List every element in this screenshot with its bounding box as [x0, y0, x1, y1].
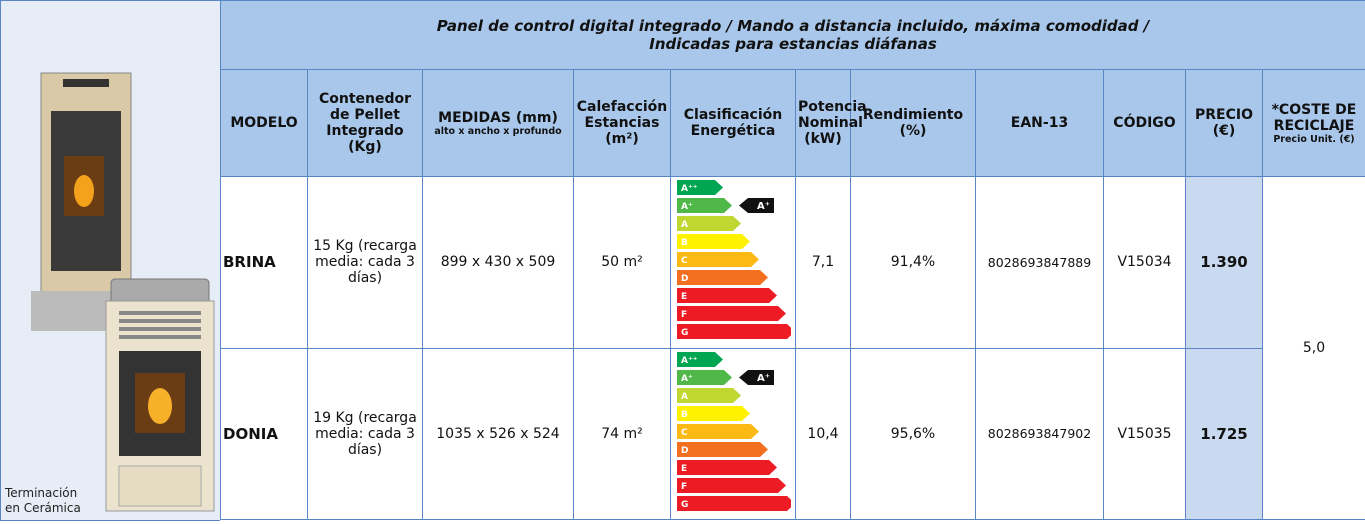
column-header: Clasificación Energética — [671, 70, 796, 177]
column-header: PRECIO (€) — [1186, 70, 1263, 177]
model: BRINA — [221, 177, 308, 348]
column-header: MEDIDAS (mm)alto x ancho x profundo — [423, 70, 574, 177]
column-header: CÓDIGO — [1104, 70, 1186, 177]
power: 10,4 — [796, 348, 851, 519]
energy-bar-label: F — [681, 482, 687, 492]
column-header: MODELO — [221, 70, 308, 177]
table-title: Panel de control digital integrado / Man… — [221, 1, 1365, 70]
column-header: Rendimiento (%) — [851, 70, 976, 177]
header-label: EAN-13 — [1011, 115, 1068, 131]
energy-bar — [677, 496, 791, 511]
energy-bar-label: F — [681, 310, 687, 320]
header-label: Contenedor de Pellet Integrado (Kg) — [319, 91, 411, 155]
energy-bar-label: G — [681, 328, 688, 338]
header-label: MEDIDAS (mm) — [438, 110, 558, 126]
energy-bar-label: A⁺ — [681, 202, 693, 212]
energy-bar-label: C — [681, 256, 688, 266]
ean: 8028693847889 — [976, 177, 1104, 348]
energy-bar — [677, 288, 777, 303]
energy-bar-label: A⁺⁺ — [681, 184, 698, 194]
header-label: Rendimiento (%) — [863, 107, 963, 139]
ean: 8028693847902 — [976, 348, 1104, 519]
heating-area: 74 m² — [574, 348, 671, 519]
efficiency: 95,6% — [851, 348, 976, 519]
energy-class-text: A⁺ — [757, 201, 770, 212]
energy-bar — [677, 406, 750, 421]
energy-bar-label: E — [681, 292, 687, 302]
header-sublabel: Precio Unit. (€) — [1265, 134, 1363, 145]
container: 19 Kg (recarga media: cada 3 días) — [308, 348, 423, 519]
energy-bar-label: B — [681, 238, 688, 248]
container: 15 Kg (recarga media: cada 3 días) — [308, 177, 423, 348]
energy-bar-label: G — [681, 500, 688, 510]
price: 1.725 — [1186, 348, 1263, 519]
energy-bar — [677, 424, 759, 439]
column-header: EAN-13 — [976, 70, 1104, 177]
energy-bar — [677, 460, 777, 475]
product-image-cell: Terminación en Cerámica — [0, 0, 220, 521]
energy-bar-label: A — [681, 392, 688, 402]
energy-bar — [677, 478, 786, 493]
product-table: Panel de control digital integrado / Man… — [220, 0, 1365, 520]
energy-bar-label: D — [681, 274, 688, 284]
image-caption: Terminación en Cerámica — [5, 486, 95, 516]
dimensions: 899 x 430 x 509 — [423, 177, 574, 348]
stove-illustration — [1, 1, 220, 520]
energy-bar-label: D — [681, 446, 688, 456]
title-line: Indicadas para estancias diáfanas — [223, 35, 1363, 53]
energy-bar — [677, 252, 759, 267]
header-row: MODELO Contenedor de Pellet Integrado (Kg… — [221, 70, 1365, 177]
header-label: PRECIO (€) — [1195, 107, 1253, 139]
energy-bar-label: A⁺ — [681, 374, 693, 384]
dimensions: 1035 x 526 x 524 — [423, 348, 574, 519]
energy-bar-label: E — [681, 464, 687, 474]
energy-bar — [677, 442, 768, 457]
column-header: Potencia Nominal (kW) — [796, 70, 851, 177]
page: Terminación en Cerámica Panel de control… — [0, 0, 1365, 520]
energy-bar-label: C — [681, 428, 688, 438]
stove-front — [106, 279, 214, 511]
power: 7,1 — [796, 177, 851, 348]
energy-bar — [677, 324, 791, 339]
efficiency: 91,4% — [851, 177, 976, 348]
header-label: *COSTE DE RECICLAJE — [1272, 102, 1357, 134]
header-label: Calefacción Estancias (m²) — [577, 99, 668, 147]
energy-bar-label: A — [681, 220, 688, 230]
energy-bar — [677, 234, 750, 249]
column-header: Calefacción Estancias (m²) — [574, 70, 671, 177]
energy-bar-label: A⁺⁺ — [681, 356, 698, 366]
title-line: Panel de control digital integrado / Man… — [223, 17, 1363, 35]
column-header: Contenedor de Pellet Integrado (Kg) — [308, 70, 423, 177]
recycling-cost: 5,0 — [1263, 177, 1365, 520]
energy-bar — [677, 270, 768, 285]
heating-area: 50 m² — [574, 177, 671, 348]
header-label: CÓDIGO — [1113, 115, 1175, 131]
header-label: MODELO — [230, 115, 297, 131]
code: V15034 — [1104, 177, 1186, 348]
model: DONIA — [221, 348, 308, 519]
header-sublabel: alto x ancho x profundo — [425, 126, 571, 137]
header-label: Clasificación Energética — [684, 107, 782, 139]
energy-bar — [677, 306, 786, 321]
code: V15035 — [1104, 348, 1186, 519]
energy-class-text: A⁺ — [757, 373, 770, 384]
price: 1.390 — [1186, 177, 1263, 348]
energy-bar-label: B — [681, 410, 688, 420]
